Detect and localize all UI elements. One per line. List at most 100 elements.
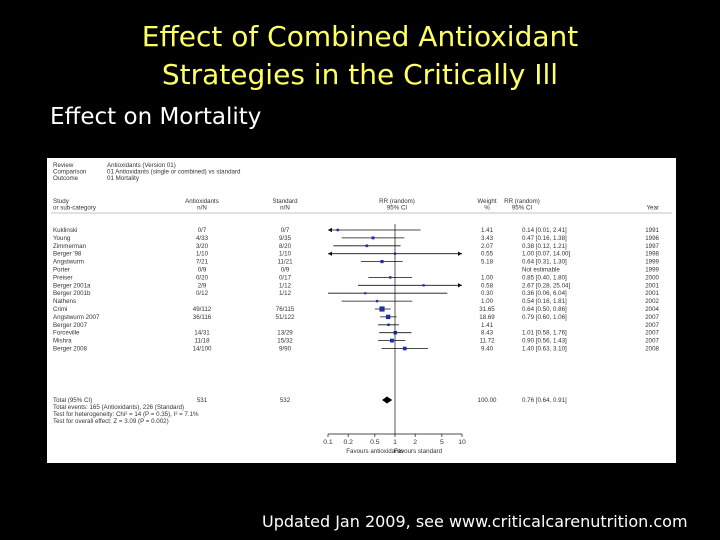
forest-plot-panel: Review Antioxidants (Version 01) Compariso… bbox=[47, 158, 676, 463]
column-header: n/N bbox=[280, 205, 290, 212]
study-name: Berger 2008 bbox=[53, 346, 88, 353]
study-year: 1999 bbox=[645, 267, 659, 274]
meta-key: Comparison bbox=[53, 169, 87, 176]
study-ci: 0.47 [0.16, 1.38] bbox=[522, 235, 567, 242]
point-estimate bbox=[380, 260, 384, 264]
meta-key: Outcome bbox=[53, 175, 79, 182]
point-estimate bbox=[371, 236, 375, 240]
title-line-1: Effect of Combined Antioxidant bbox=[141, 20, 579, 53]
study-year: 2002 bbox=[645, 298, 659, 305]
ctrl-events: 9/35 bbox=[279, 235, 292, 242]
ctrl-events: 76/115 bbox=[276, 306, 295, 313]
meta-key: Review bbox=[53, 162, 74, 169]
favours-left-label: Favours antioxidants bbox=[346, 448, 403, 455]
x-tick-label: 0.5 bbox=[370, 439, 380, 446]
study-ci: 0.90 [0.56, 1.43] bbox=[522, 338, 567, 345]
slide-title: Effect of Combined Antioxidant Strategie… bbox=[0, 18, 720, 94]
column-header: RR (random) bbox=[379, 198, 415, 205]
column-header: 95% CI bbox=[387, 205, 408, 212]
meta-note: Test for heterogeneity: Chi² = 14 (P = 0… bbox=[53, 411, 199, 418]
study-year: 2001 bbox=[645, 282, 659, 289]
study-ci: 1.00 [0.07, 14.00] bbox=[522, 251, 570, 258]
point-estimate bbox=[389, 276, 392, 279]
point-estimate bbox=[336, 228, 340, 232]
x-tick-label: 2 bbox=[413, 439, 417, 446]
total-weight: 100.00 bbox=[478, 397, 497, 404]
study-name: Nathens bbox=[53, 298, 76, 305]
column-header: Weight bbox=[477, 198, 496, 205]
column-header: Year bbox=[646, 205, 659, 212]
column-header: Antioxidants bbox=[185, 198, 219, 205]
title-line-2: Strategies in the Critically Ill bbox=[161, 58, 559, 91]
study-year: 2004 bbox=[645, 306, 659, 313]
treat-events: 14/100 bbox=[193, 346, 212, 353]
column-header: Standard bbox=[272, 198, 298, 205]
point-estimate bbox=[387, 323, 390, 327]
column-header: 95% CI bbox=[512, 205, 533, 212]
summary-diamond bbox=[382, 396, 393, 404]
ctrl-events: 1/10 bbox=[279, 251, 292, 258]
total-treat: 531 bbox=[197, 397, 208, 404]
treat-events: 0/7 bbox=[198, 227, 207, 234]
treat-events: 0/9 bbox=[198, 267, 207, 274]
x-tick-label: 10 bbox=[458, 439, 466, 446]
favours-right-label: Favours standard bbox=[394, 448, 443, 455]
study-ci: 0.36 [0.06, 6.04] bbox=[522, 290, 567, 297]
study-weight: 9.40 bbox=[481, 346, 494, 353]
study-name: Mishra bbox=[53, 338, 72, 345]
x-tick-label: 0.1 bbox=[323, 439, 333, 446]
x-tick-label: 5 bbox=[440, 439, 444, 446]
arrow-left bbox=[328, 251, 332, 256]
point-estimate bbox=[390, 338, 394, 343]
study-year: 1991 bbox=[645, 227, 659, 234]
study-ci: Not estimable bbox=[522, 267, 560, 274]
treat-events: 3/20 bbox=[196, 243, 209, 250]
study-weight: 18.69 bbox=[479, 314, 495, 321]
study-year: 2007 bbox=[645, 322, 659, 329]
study-ci: 0.64 [0.31, 1.30] bbox=[522, 259, 567, 266]
study-ci: 0.38 [0.12, 1.21] bbox=[522, 243, 567, 250]
point-estimate bbox=[385, 314, 391, 320]
study-name: Berger 2001b bbox=[53, 290, 91, 297]
study-name: Zimmerman bbox=[53, 243, 87, 250]
study-name: Forceville bbox=[53, 330, 80, 337]
study-year: 2007 bbox=[645, 314, 659, 321]
ctrl-events: 0/9 bbox=[281, 267, 290, 274]
ctrl-events: 8/20 bbox=[279, 243, 292, 250]
study-ci: 0.54 [0.16, 1.81] bbox=[522, 298, 567, 305]
study-weight: 31.65 bbox=[479, 306, 495, 313]
study-weight: 2.07 bbox=[481, 243, 494, 250]
study-ci: 0.14 [0.01, 2.41] bbox=[522, 227, 567, 234]
slide-footer: Updated Jan 2009, see www.criticalcarenu… bbox=[262, 512, 688, 531]
study-name: Angstwurm bbox=[53, 259, 84, 266]
treat-events: 7/21 bbox=[196, 259, 209, 266]
ctrl-events: 1/12 bbox=[279, 290, 292, 297]
ctrl-events: 13/29 bbox=[277, 330, 293, 337]
study-name: Berger '98 bbox=[53, 251, 82, 258]
study-weight: 3.43 bbox=[481, 235, 494, 242]
point-estimate bbox=[402, 346, 407, 351]
meta-note: Test for overall effect: Z = 3.09 (P = 0… bbox=[53, 418, 169, 425]
treat-events: 11/18 bbox=[194, 338, 210, 345]
study-name: Young bbox=[53, 235, 71, 242]
study-ci: 2.67 [0.28, 25.04] bbox=[522, 282, 570, 289]
ctrl-events: 0/17 bbox=[279, 274, 292, 281]
point-estimate bbox=[364, 292, 367, 295]
ctrl-events: 15/32 bbox=[277, 338, 293, 345]
study-ci: 1.01 [0.58, 1.76] bbox=[522, 330, 567, 337]
treat-events: 14/31 bbox=[194, 330, 210, 337]
ctrl-events: 0/7 bbox=[281, 227, 290, 234]
study-weight: 1.00 bbox=[481, 274, 494, 281]
arrow-right bbox=[458, 251, 462, 256]
column-header: % bbox=[484, 205, 490, 212]
treat-events: 0/20 bbox=[196, 274, 209, 281]
meta-value: 01 Mortality bbox=[107, 175, 140, 182]
treat-events: 2/9 bbox=[198, 282, 207, 289]
study-weight: 0.30 bbox=[481, 290, 494, 297]
study-name: Crimi bbox=[53, 306, 67, 313]
study-ci: 0.79 [0.60, 1.06] bbox=[522, 314, 567, 321]
column-header: or sub-category bbox=[53, 205, 97, 212]
study-year: 1996 bbox=[645, 235, 659, 242]
ctrl-events: 9/90 bbox=[279, 346, 292, 353]
point-estimate bbox=[422, 284, 425, 287]
